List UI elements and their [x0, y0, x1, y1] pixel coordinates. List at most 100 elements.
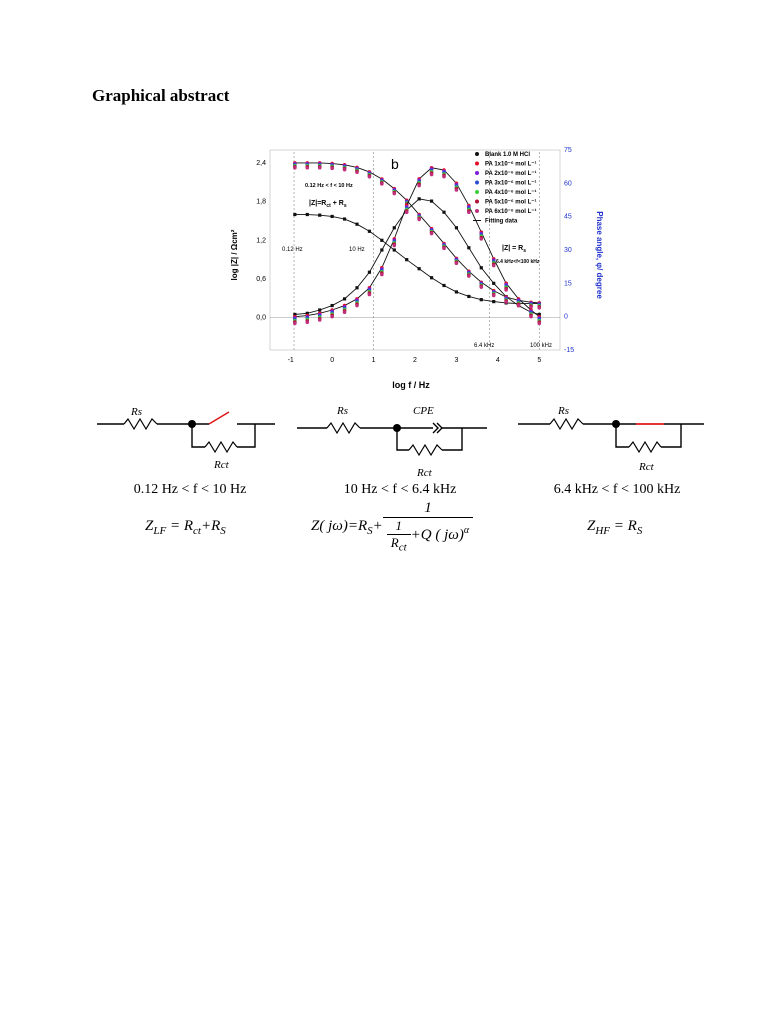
- data-point: [367, 229, 372, 233]
- data-point: [305, 212, 309, 217]
- data-point: [454, 261, 459, 266]
- data-point: [305, 320, 310, 325]
- data-point: [342, 167, 347, 172]
- data-point: [429, 172, 434, 177]
- range-low: 0.12 Hz < f < 10 Hz: [133, 482, 247, 497]
- data-point: [355, 303, 359, 308]
- legend-label: PA 6x10⁻⁶ mol L⁻¹: [485, 208, 536, 215]
- legend-marker: [475, 190, 479, 194]
- data-point: [380, 238, 384, 242]
- data-point: [317, 318, 322, 322]
- x-tick-label: 0: [330, 357, 334, 364]
- data-point: [293, 165, 297, 170]
- data-point: [342, 297, 347, 301]
- data-point: [355, 170, 359, 175]
- rct-label: Rct: [638, 461, 655, 473]
- data-point: [504, 300, 508, 304]
- legend-marker: [475, 209, 479, 213]
- x-tick-label: 1: [372, 357, 376, 364]
- rs-label: Rs: [557, 405, 569, 417]
- data-point: [317, 165, 322, 170]
- range-mid: 10 Hz < f < 6.4 kHz: [343, 482, 457, 497]
- y-right-tick-label: 60: [564, 180, 572, 187]
- data-point: [492, 300, 496, 304]
- data-point: [504, 288, 508, 292]
- legend-label: PA 2x10⁻⁶ mol L⁻¹: [485, 170, 536, 177]
- data-point: [330, 314, 334, 319]
- data-point: [529, 305, 533, 309]
- data-point: [417, 217, 421, 222]
- annotation-high-formula: |Z| = Rs: [502, 245, 526, 254]
- annotation-low-range: 0.12 Hz < f < 10 Hz: [305, 183, 353, 189]
- range-high: 6.4 kHz < f < 100 kHz: [553, 482, 681, 497]
- data-point: [293, 312, 297, 317]
- data-point: [479, 237, 484, 241]
- data-point: [442, 210, 446, 214]
- data-point: [491, 293, 496, 298]
- panel-label: b: [391, 156, 399, 172]
- legend-label: Fitting data: [485, 219, 518, 225]
- rs-label: Rs: [336, 405, 348, 417]
- data-point: [442, 246, 446, 251]
- data-point: [342, 310, 347, 315]
- data-point: [417, 183, 421, 188]
- plot-frame: [269, 149, 561, 351]
- data-point: [417, 197, 421, 201]
- data-point: [404, 210, 409, 215]
- data-point: [367, 292, 372, 297]
- data-point: [467, 294, 471, 299]
- data-point: [442, 174, 446, 179]
- annotation-f3: 6.4 kHz: [474, 343, 494, 349]
- data-point: [479, 266, 483, 270]
- data-point: [392, 248, 396, 252]
- data-point: [454, 226, 459, 230]
- legend-marker: [475, 152, 479, 156]
- data-point: [467, 274, 471, 278]
- rs-label: Rs: [130, 406, 142, 418]
- data-point: [367, 174, 372, 179]
- annotation-f2: 10 Hz: [349, 247, 365, 253]
- x-tick-label: 5: [537, 357, 541, 364]
- data-point: [417, 267, 421, 271]
- data-point: [429, 231, 434, 236]
- data-point: [467, 246, 471, 250]
- data-point: [454, 290, 459, 294]
- data-point: [454, 188, 459, 192]
- y-left-tick-label: 1,8: [256, 199, 266, 206]
- data-point: [330, 303, 334, 308]
- legend-marker: [475, 199, 479, 204]
- y-axis-left-label: log |Z| / Ωcm²: [230, 229, 239, 280]
- circuit-low-frequency: Rs Rct: [97, 406, 275, 471]
- data-point: [342, 217, 347, 221]
- y-right-tick-label: 15: [564, 280, 572, 287]
- y-left-tick-label: 2,4: [256, 160, 266, 167]
- annotation-low-formula: |Z|=Rct + Rs: [309, 200, 347, 209]
- data-point: [479, 285, 484, 289]
- page-heading: Graphical abstract: [92, 86, 230, 105]
- data-point: [367, 270, 372, 274]
- data-point: [537, 305, 542, 310]
- cpe-label: CPE: [413, 405, 434, 417]
- data-point: [405, 258, 409, 262]
- rct-label: Rct: [213, 459, 230, 471]
- circuit-high-frequency: Rs Rct: [518, 405, 704, 473]
- legend-label: PA 1x10⁻⁶ mol L⁻¹: [485, 161, 536, 168]
- y-right-tick-label: 30: [564, 247, 572, 254]
- circuit-mid-frequency: Rs CPE Rct: [297, 405, 487, 479]
- y-right-tick-label: 0: [564, 314, 568, 321]
- data-point: [293, 321, 297, 326]
- data-point: [318, 308, 322, 312]
- data-point: [318, 213, 322, 217]
- data-point: [380, 248, 384, 252]
- data-point: [429, 199, 434, 203]
- rct-label: Rct: [416, 467, 433, 479]
- legend-label: PA 4x10⁻⁶ mol L⁻¹: [485, 189, 536, 196]
- data-point: [537, 312, 541, 317]
- legend-label: PA 5x10⁻⁶ mol L⁻¹: [485, 199, 536, 206]
- x-tick-label: -1: [288, 357, 294, 364]
- data-point: [355, 222, 359, 226]
- equation-mid: Z( jω)=RS+ 1 1 Rct +Q ( jω)α: [311, 500, 474, 554]
- data-point: [479, 298, 483, 302]
- y-right-tick-label: 75: [564, 147, 572, 154]
